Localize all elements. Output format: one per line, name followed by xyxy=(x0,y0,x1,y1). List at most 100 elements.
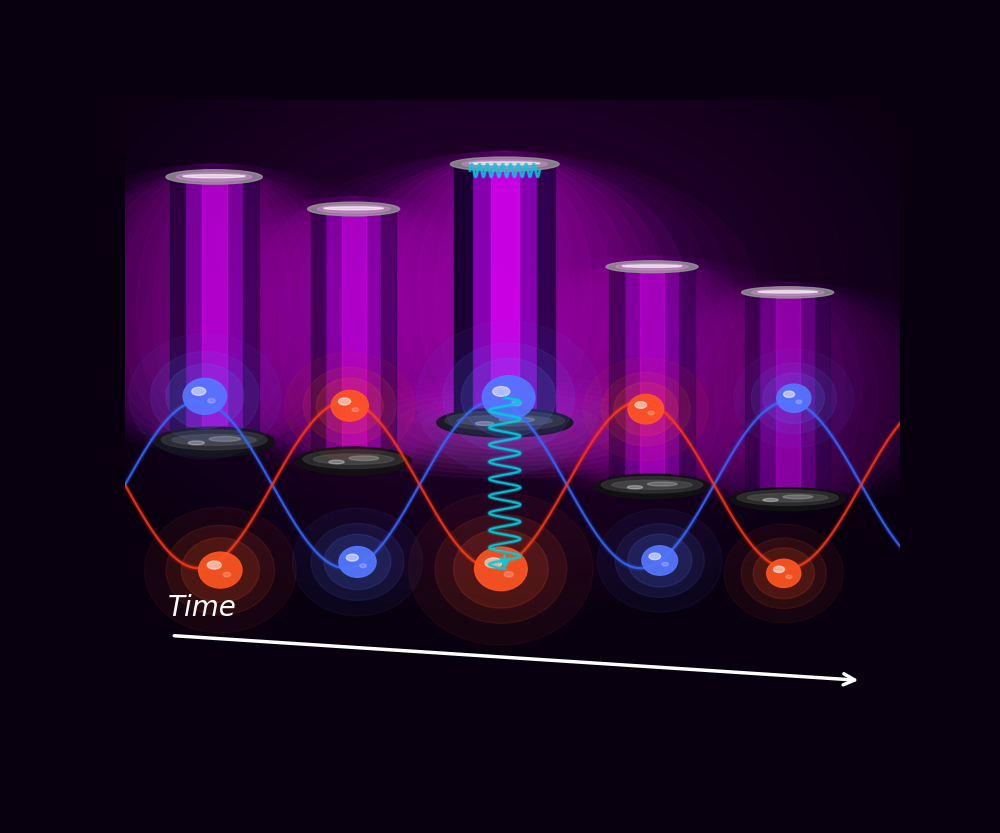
Ellipse shape xyxy=(166,170,262,184)
Ellipse shape xyxy=(777,384,811,412)
Bar xyxy=(326,209,381,459)
Ellipse shape xyxy=(352,407,359,412)
Ellipse shape xyxy=(482,376,535,419)
Ellipse shape xyxy=(767,559,801,587)
Ellipse shape xyxy=(470,418,540,436)
Ellipse shape xyxy=(462,160,548,168)
Ellipse shape xyxy=(103,171,325,446)
Ellipse shape xyxy=(346,554,358,561)
Ellipse shape xyxy=(454,413,556,441)
Ellipse shape xyxy=(642,546,678,576)
Ellipse shape xyxy=(435,514,567,623)
Ellipse shape xyxy=(594,474,710,499)
Bar xyxy=(170,177,186,440)
Ellipse shape xyxy=(390,397,619,457)
Ellipse shape xyxy=(783,495,813,499)
Bar xyxy=(776,292,800,497)
Ellipse shape xyxy=(737,490,838,506)
Bar xyxy=(473,164,537,421)
Ellipse shape xyxy=(730,487,845,511)
Bar xyxy=(186,177,243,440)
Ellipse shape xyxy=(331,391,368,421)
Ellipse shape xyxy=(87,171,341,446)
Ellipse shape xyxy=(223,572,231,576)
Ellipse shape xyxy=(154,427,274,456)
Ellipse shape xyxy=(311,523,404,601)
Ellipse shape xyxy=(635,402,647,408)
Ellipse shape xyxy=(317,205,390,213)
Ellipse shape xyxy=(417,157,593,427)
Ellipse shape xyxy=(612,481,692,489)
Ellipse shape xyxy=(601,476,703,493)
Ellipse shape xyxy=(398,157,611,427)
Ellipse shape xyxy=(183,378,227,414)
Bar xyxy=(454,164,473,421)
Ellipse shape xyxy=(172,435,256,446)
Ellipse shape xyxy=(323,157,686,427)
Bar xyxy=(381,209,396,459)
Ellipse shape xyxy=(342,157,667,427)
Ellipse shape xyxy=(648,411,654,415)
Ellipse shape xyxy=(70,171,358,446)
Ellipse shape xyxy=(327,380,683,474)
Ellipse shape xyxy=(380,157,630,427)
Ellipse shape xyxy=(153,171,275,446)
Ellipse shape xyxy=(601,372,690,446)
Ellipse shape xyxy=(476,421,494,426)
Ellipse shape xyxy=(339,546,376,577)
Ellipse shape xyxy=(181,538,259,602)
Ellipse shape xyxy=(475,547,527,591)
Ellipse shape xyxy=(583,357,708,461)
Ellipse shape xyxy=(436,157,574,427)
Ellipse shape xyxy=(438,409,572,445)
Bar xyxy=(609,267,625,485)
Ellipse shape xyxy=(453,530,548,608)
Ellipse shape xyxy=(183,175,245,177)
Ellipse shape xyxy=(207,561,221,569)
Ellipse shape xyxy=(199,552,242,588)
Ellipse shape xyxy=(176,172,252,182)
Ellipse shape xyxy=(445,411,565,431)
Ellipse shape xyxy=(406,401,603,453)
Ellipse shape xyxy=(343,384,667,470)
Ellipse shape xyxy=(313,454,394,464)
Ellipse shape xyxy=(409,492,593,646)
Ellipse shape xyxy=(374,392,635,461)
Ellipse shape xyxy=(324,534,391,590)
Ellipse shape xyxy=(129,333,281,459)
Ellipse shape xyxy=(192,387,206,396)
Bar xyxy=(311,209,326,459)
Ellipse shape xyxy=(360,564,366,568)
Ellipse shape xyxy=(285,352,415,460)
Bar xyxy=(537,164,555,421)
Ellipse shape xyxy=(303,450,404,468)
Ellipse shape xyxy=(622,265,682,267)
Ellipse shape xyxy=(512,401,521,406)
Ellipse shape xyxy=(144,507,296,633)
Bar xyxy=(745,292,760,497)
Ellipse shape xyxy=(454,157,555,427)
Bar xyxy=(491,164,519,421)
Ellipse shape xyxy=(649,553,661,560)
Ellipse shape xyxy=(747,493,828,501)
Ellipse shape xyxy=(606,261,698,272)
Ellipse shape xyxy=(151,352,259,441)
Ellipse shape xyxy=(359,388,651,466)
Ellipse shape xyxy=(742,287,834,298)
Bar xyxy=(679,267,695,485)
Bar xyxy=(202,177,227,440)
Ellipse shape xyxy=(628,394,664,424)
Ellipse shape xyxy=(627,486,643,489)
Ellipse shape xyxy=(136,171,292,446)
Bar xyxy=(342,209,366,459)
Ellipse shape xyxy=(437,408,573,437)
Bar xyxy=(243,177,259,440)
Ellipse shape xyxy=(166,525,275,615)
Ellipse shape xyxy=(349,456,379,461)
Ellipse shape xyxy=(662,562,668,566)
Ellipse shape xyxy=(329,460,344,464)
Ellipse shape xyxy=(751,289,824,296)
Ellipse shape xyxy=(469,162,540,165)
Ellipse shape xyxy=(361,157,649,427)
Ellipse shape xyxy=(616,263,688,271)
